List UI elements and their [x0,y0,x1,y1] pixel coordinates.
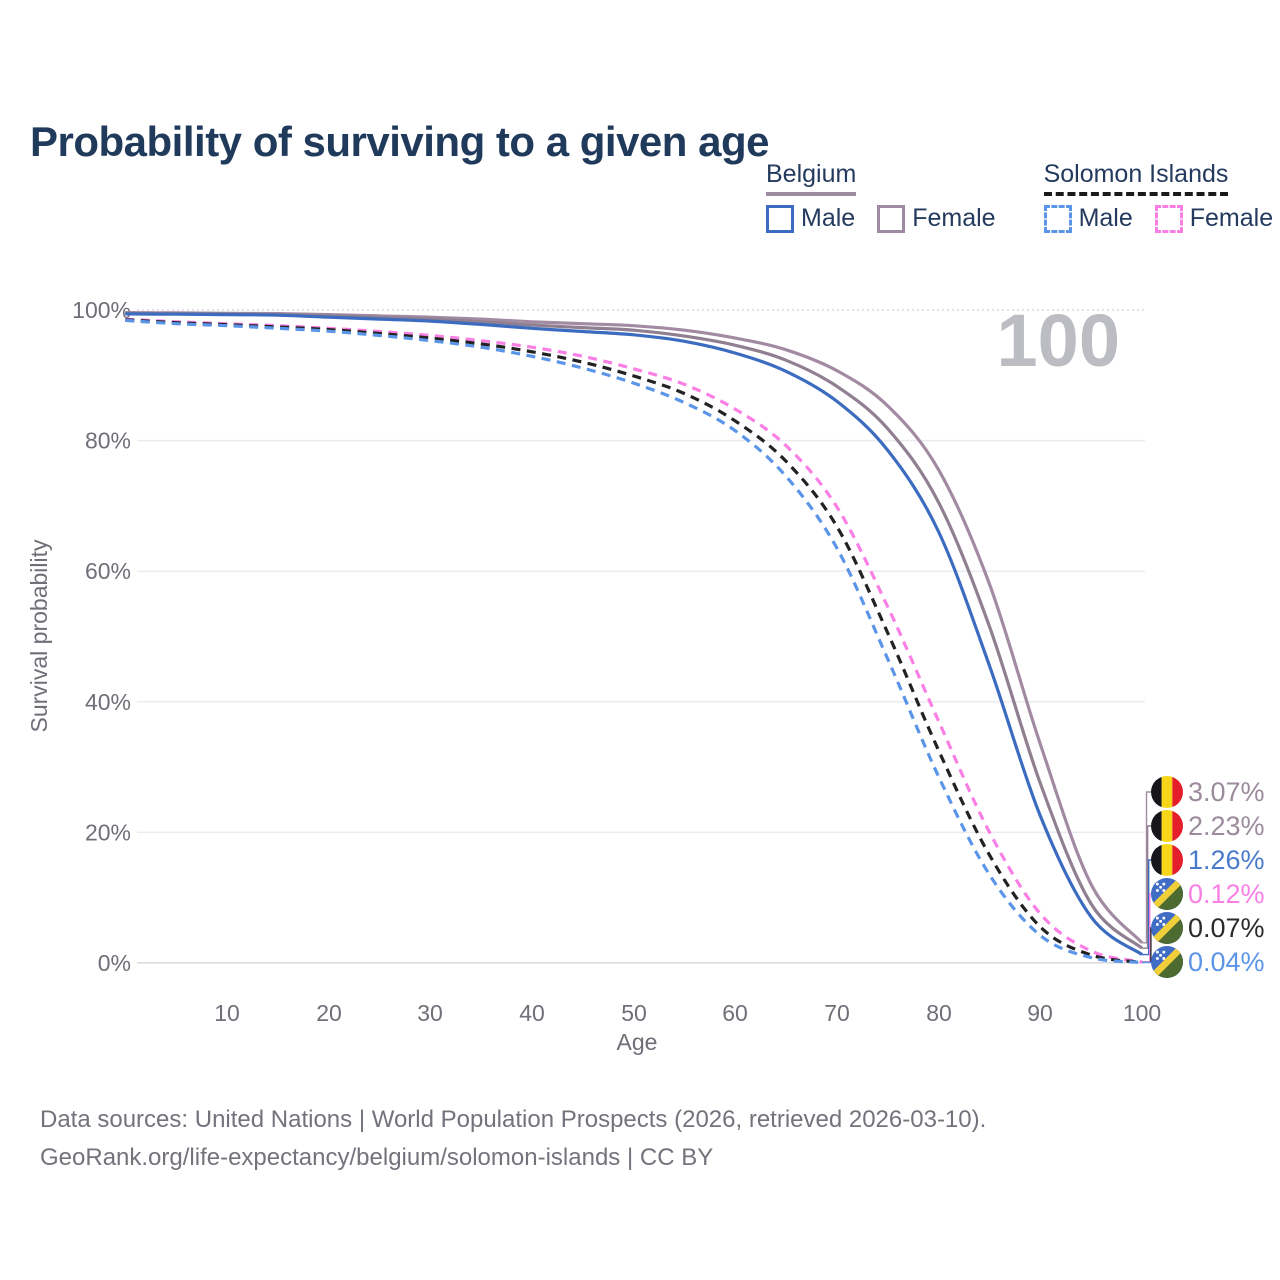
y-tick-60: 60% [85,558,131,584]
legend-group-solomon-islands: Solomon Islands Male Female [1043,160,1274,233]
x-tick-80: 80 [926,1000,952,1026]
legend-item-solomon-islands-female[interactable]: Female [1154,204,1274,233]
x-axis-tick-labels: 10 20 30 40 50 60 70 80 90 100 [214,1000,1161,1026]
curve-solomon-islands-female [125,317,1143,964]
legend-group-belgium: Belgium Male Female [766,160,996,233]
curve-solomon-islands-male [125,318,1143,965]
end-label-value: 3.07% [1188,777,1265,807]
y-axis-title: Survival probability [26,539,52,733]
end-label-0.04%: 0.04% [1142,946,1265,978]
belgium-flag-icon [1151,810,1183,842]
x-axis-title: Age [617,1029,658,1055]
solomon-islands-flag-icon [1151,878,1183,910]
solomon-islands-flag-icon [1151,946,1183,978]
y-axis-tick-labels: 100% 80% 60% 40% 20% 0% [72,297,131,976]
data-sources-line: Data sources: United Nations | World Pop… [40,1106,987,1133]
end-label-1.26%: 1.26% [1142,844,1265,956]
end-label-value: 1.26% [1188,845,1265,875]
legend-swatch-belgium-female [877,204,906,233]
legend-swatch-solomon-islands-female [1154,204,1183,233]
end-label-0.12%: 0.12% [1142,878,1265,963]
end-label-value: 0.04% [1188,947,1265,977]
curve-belgium-male [125,312,1143,956]
legend-item-label: Male [1078,204,1133,232]
age-counter-watermark: 100 [997,299,1120,382]
belgium-flag-icon [1151,844,1183,876]
end-label-value: 0.12% [1188,879,1265,909]
x-tick-60: 60 [722,1000,748,1026]
leader-line [1142,791,1151,944]
end-labels-layer: 3.07% 2.23% 1.26% 0.12% 0.07% 0.04% [1142,776,1265,978]
legend-swatch-belgium-male [766,204,794,233]
end-label-2.23%: 2.23% [1142,810,1265,949]
legend-item-belgium-female[interactable]: Female [877,204,996,233]
solomon-islands-flag-icon [1151,912,1183,944]
end-label-0.07%: 0.07% [1142,912,1265,963]
legend-item-belgium-male[interactable]: Male [766,204,855,233]
x-tick-70: 70 [824,1000,850,1026]
end-label-value: 0.07% [1188,913,1265,943]
curves-layer [125,311,1144,965]
legend-item-solomon-islands-male[interactable]: Male [1043,204,1133,233]
y-tick-80: 80% [85,428,131,454]
x-tick-30: 30 [417,1000,443,1026]
page-title: Probability of surviving to a given age [30,118,769,166]
attribution-line: GeoRank.org/life-expectancy/belgium/solo… [40,1144,714,1171]
legend-swatch-solomon-islands-male [1043,204,1072,233]
legend-group-title-solomon-islands: Solomon Islands [1043,160,1229,196]
legend-item-label: Male [801,204,856,232]
y-tick-100: 100% [72,297,131,323]
y-tick-20: 20% [85,819,131,845]
end-label-value: 2.23% [1188,811,1265,841]
x-tick-90: 90 [1027,1000,1053,1026]
legend-item-label: Female [1189,204,1274,232]
x-tick-50: 50 [621,1000,647,1026]
x-tick-100: 100 [1123,1000,1161,1026]
x-tick-40: 40 [519,1000,545,1026]
leader-line [1142,961,1153,964]
legend-group-title-belgium: Belgium [766,160,857,196]
belgium-flag-icon [1151,776,1183,808]
curve-solomon-islands-both [125,318,1143,964]
end-label-3.07%: 3.07% [1142,776,1265,944]
legend-item-label: Female [912,204,996,232]
x-tick-10: 10 [214,1000,240,1026]
leader-line [1142,825,1151,949]
legend: Belgium Male Female Solomon Islands Male [766,160,1273,233]
leader-line [1142,859,1151,956]
x-tick-20: 20 [316,1000,342,1026]
y-tick-40: 40% [85,689,131,715]
y-tick-0: 0% [98,950,131,976]
